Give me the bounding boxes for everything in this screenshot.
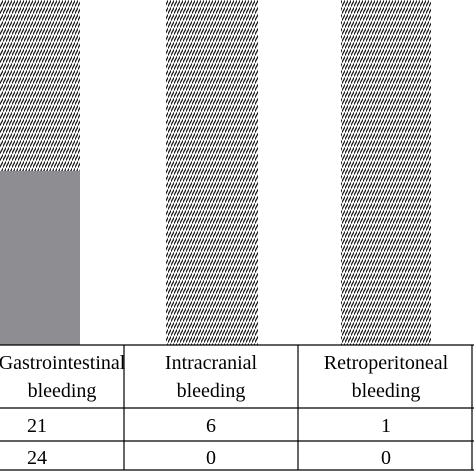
bar-hatched-1: [166, 0, 258, 345]
category-label-line2: bleeding: [177, 380, 246, 402]
bar-hatched-2: [341, 0, 431, 345]
table-cell-value: 21: [27, 415, 47, 437]
category-label-line2: bleeding: [352, 380, 421, 402]
table-cell-value: 0: [381, 447, 391, 469]
table-cell-value: 6: [206, 415, 216, 437]
category-label-line2: bleeding: [28, 380, 97, 402]
table-cell-value: 24: [27, 447, 47, 469]
table-cell-value: 0: [206, 447, 216, 469]
bars-layer: [0, 0, 431, 345]
table-cell-value: 1: [381, 415, 391, 437]
data-table: Gastrointestinal bleeding Intracranial blee…: [0, 344, 474, 471]
category-label-line1: Gastrointestinal: [0, 352, 126, 374]
bar-solid-0: [0, 171, 80, 345]
category-label-line1: Retroperitoneal: [324, 352, 449, 374]
category-label-line1: Intracranial: [165, 352, 258, 374]
